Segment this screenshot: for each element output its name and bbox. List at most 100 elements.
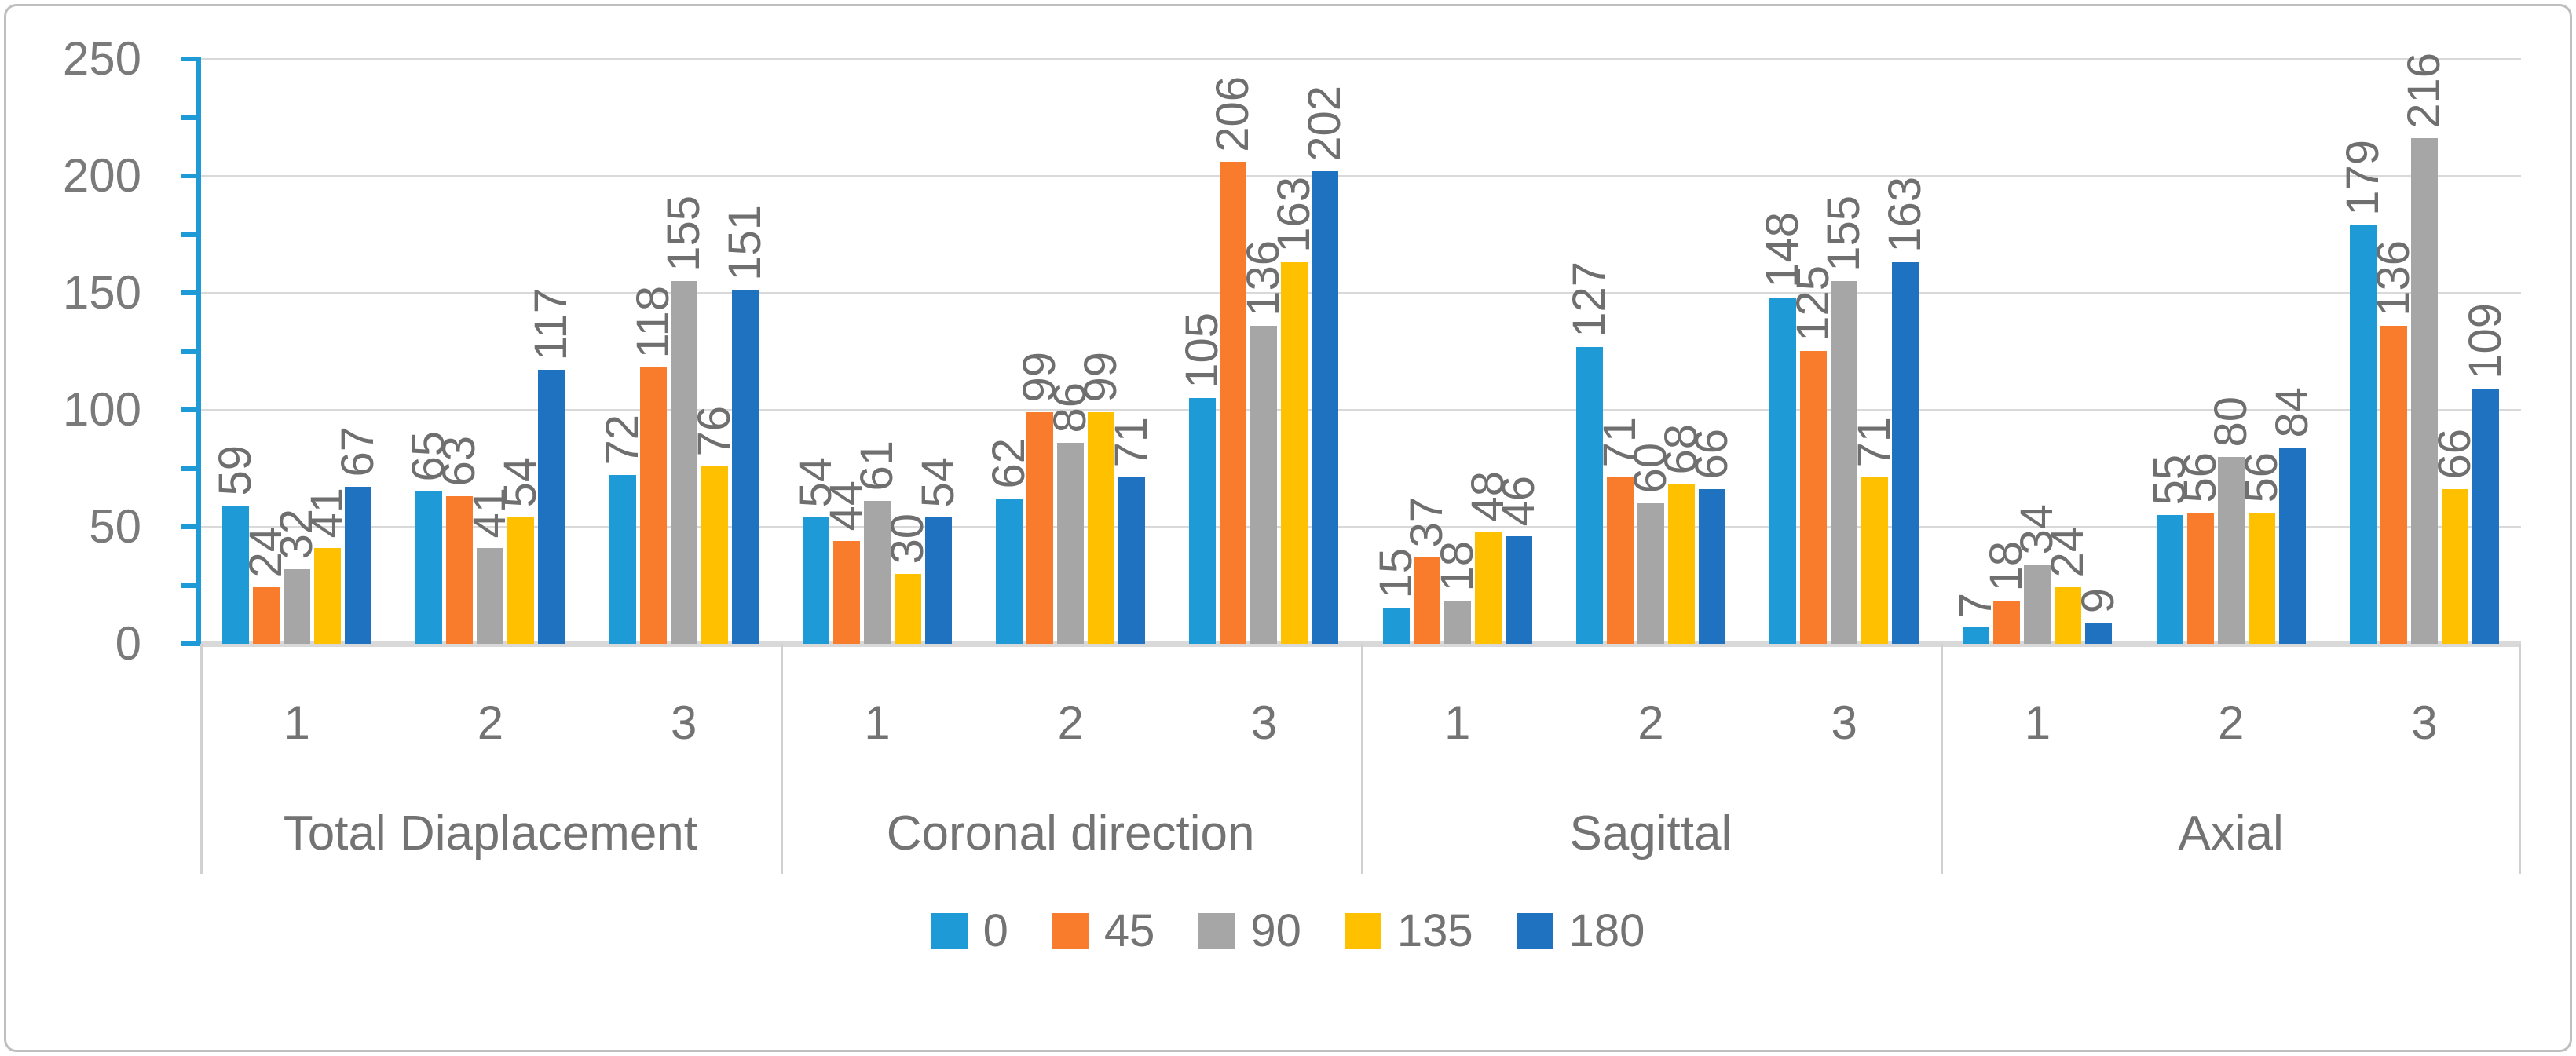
x-axis-group-label: Axial: [2178, 806, 2284, 861]
bar-45: [446, 496, 474, 644]
bar-value-label: 67: [332, 426, 384, 477]
legend-item-180: 180: [1517, 908, 1645, 954]
y-axis-tick: [181, 174, 196, 178]
gridline-100: [200, 408, 2521, 411]
bar-45: [1606, 477, 1634, 644]
bar-90: [670, 281, 697, 644]
y-axis-tick: [181, 583, 196, 588]
bar-value-label: 71: [1106, 417, 1158, 468]
y-axis-tick: [181, 290, 196, 295]
x-axis-sublabel: 2: [477, 696, 504, 749]
bar-0: [1382, 608, 1410, 644]
gridline-200: [200, 174, 2521, 177]
bar-90: [284, 569, 311, 644]
bar-180: [731, 290, 759, 644]
y-axis-label: 150: [62, 266, 141, 319]
bar-180: [1698, 489, 1725, 644]
bar-45: [1026, 412, 1054, 644]
x-axis-sublabel: 2: [2217, 696, 2245, 749]
legend-swatch-135: [1345, 913, 1381, 949]
bar-value-label: 155: [657, 195, 709, 272]
bar-180: [345, 487, 372, 644]
gridline-250: [200, 57, 2521, 60]
bar-value-label: 99: [1075, 352, 1127, 403]
y-axis-tick: [181, 349, 196, 354]
bar-value-label: 63: [434, 436, 485, 487]
bar-180: [1505, 536, 1532, 644]
bar-value-label: 66: [1685, 429, 1737, 480]
category-divider: [1360, 644, 1363, 874]
x-axis-sublabel: 2: [1057, 696, 1084, 749]
bar-90: [1250, 326, 1278, 644]
x-axis-group-label: Total Diaplacement: [283, 806, 698, 861]
bar-135: [2248, 513, 2275, 644]
bar-45: [1800, 351, 1828, 644]
bar-value-label: 61: [851, 440, 902, 491]
bar-value-label: 202: [1299, 86, 1351, 162]
legend-item-0: 0: [931, 908, 1008, 954]
x-axis-sublabel: 1: [1444, 696, 1471, 749]
y-axis-label: 0: [115, 617, 141, 670]
bar-90: [477, 548, 504, 644]
y-axis-label: 250: [62, 32, 141, 85]
legend-item-45: 45: [1052, 908, 1154, 954]
x-axis-sublabel: 1: [864, 696, 891, 749]
bar-90: [1057, 443, 1085, 644]
x-axis-sublabel: 2: [1637, 696, 1664, 749]
bar-0: [415, 491, 443, 644]
bar-180: [924, 517, 952, 644]
bar-135: [507, 517, 535, 644]
y-axis-label: 100: [62, 383, 141, 436]
bar-135: [1474, 532, 1502, 644]
bar-90: [1637, 503, 1664, 644]
bar-45: [253, 587, 280, 644]
y-axis-tick: [181, 232, 196, 237]
category-divider: [200, 644, 203, 874]
bar-value-label: 206: [1207, 76, 1259, 152]
x-axis-group-label: Sagittal: [1569, 806, 1733, 861]
legend-swatch-45: [1052, 913, 1089, 949]
bar-value-label: 216: [2398, 53, 2450, 129]
legend-label: 135: [1396, 905, 1473, 956]
bar-180: [1892, 262, 1919, 644]
bar-value-label: 179: [2336, 140, 2388, 216]
bar-45: [832, 541, 860, 644]
gridline-150: [200, 291, 2521, 294]
y-axis-tick: [181, 466, 196, 471]
bar-value-label: 9: [2073, 587, 2124, 613]
bar-value-label: 84: [2266, 387, 2318, 438]
gridline-50: [200, 525, 2521, 528]
bar-value-label: 59: [210, 445, 262, 496]
bar-90: [2024, 565, 2051, 644]
bar-180: [2472, 389, 2499, 644]
bar-0: [1575, 347, 1603, 644]
bar-180: [2085, 623, 2113, 644]
bar-value-label: 46: [1492, 476, 1544, 527]
legend-swatch-90: [1198, 913, 1235, 949]
legend-swatch-0: [931, 913, 968, 949]
bar-135: [1861, 477, 1889, 644]
y-axis-label: 50: [89, 500, 141, 553]
bar-value-label: 80: [2205, 396, 2256, 448]
bar-90: [863, 501, 891, 644]
bar-45: [1993, 601, 2021, 644]
legend-item-90: 90: [1198, 908, 1301, 954]
bar-135: [314, 548, 342, 644]
legend-swatch-180: [1517, 913, 1553, 949]
bar-180: [2278, 448, 2306, 644]
bar-90: [2217, 457, 2245, 644]
bar-value-label: 163: [1879, 177, 1931, 253]
y-axis-tick: [181, 641, 196, 646]
y-axis-tick: [181, 524, 196, 529]
x-axis-sublabel: 1: [2024, 696, 2051, 749]
bar-135: [894, 574, 921, 644]
bar-45: [639, 367, 667, 644]
bar-value-label: 155: [1818, 195, 1870, 272]
bar-90: [1444, 601, 1471, 644]
y-axis-tick: [181, 407, 196, 412]
category-divider: [2519, 644, 2521, 874]
bar-135: [2441, 489, 2468, 644]
bar-0: [802, 517, 829, 644]
bar-0: [1769, 298, 1797, 644]
bar-0: [996, 499, 1023, 644]
